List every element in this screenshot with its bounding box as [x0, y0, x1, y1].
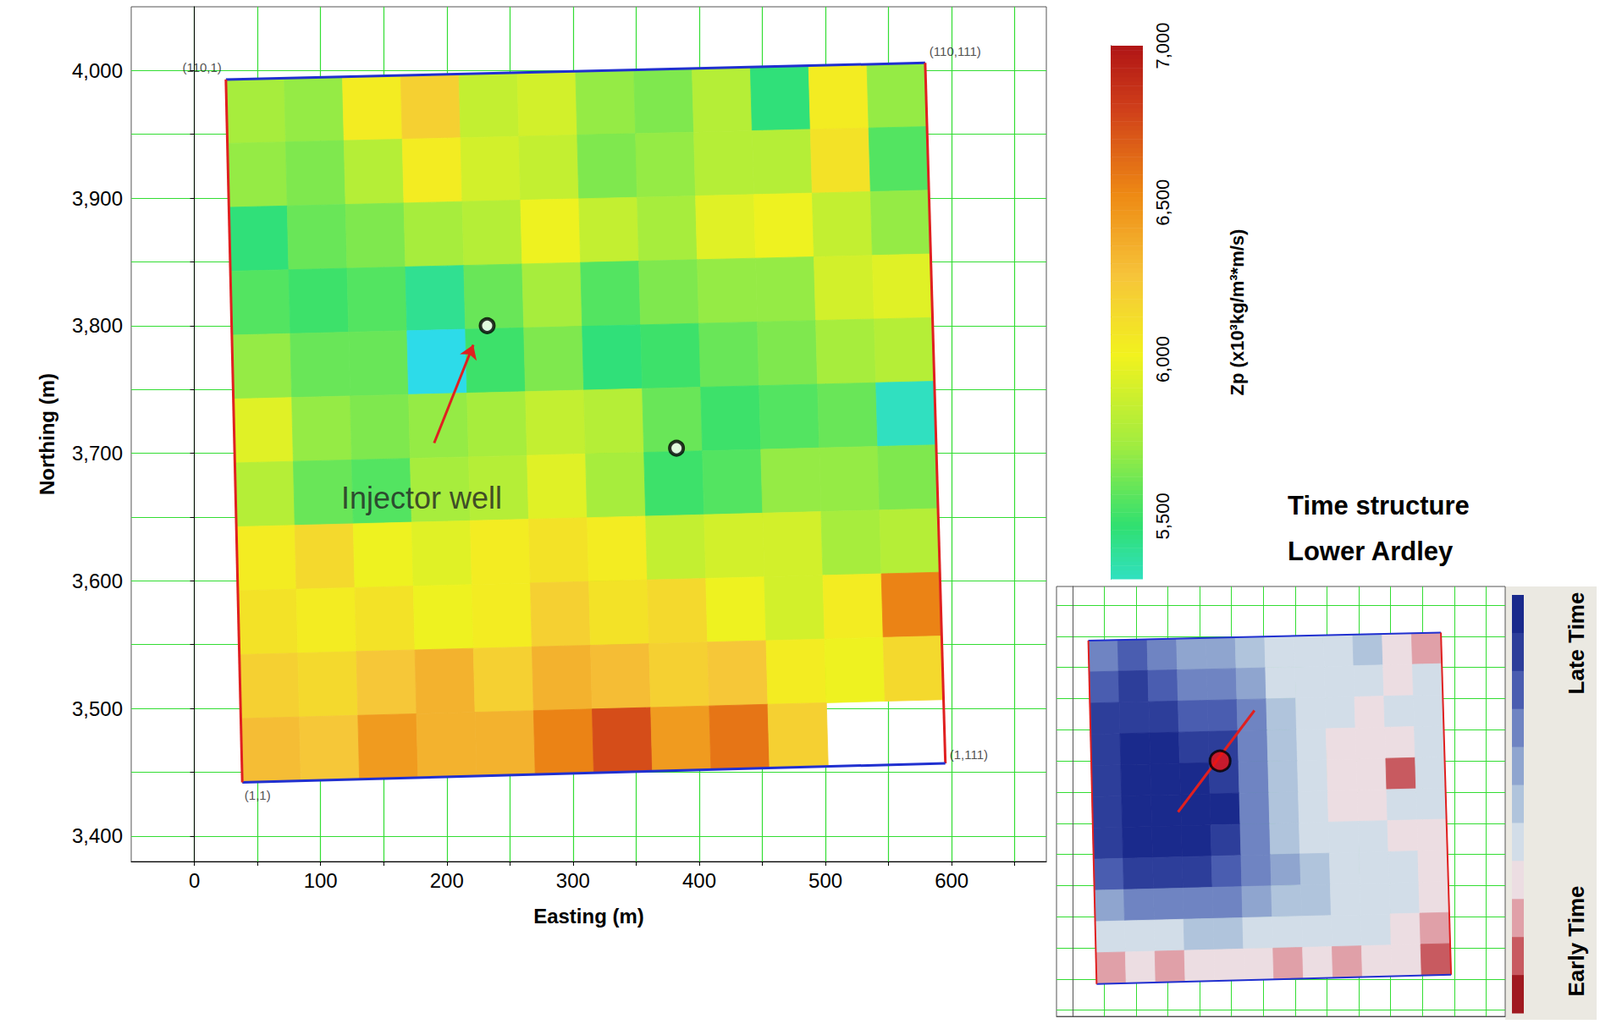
svg-text:4,000: 4,000	[71, 59, 123, 83]
svg-text:400: 400	[682, 869, 717, 893]
svg-text:500: 500	[808, 869, 843, 893]
svg-text:3,500: 3,500	[71, 697, 123, 721]
svg-text:Late Time: Late Time	[1563, 592, 1589, 696]
svg-text:3,600: 3,600	[71, 569, 123, 593]
svg-text:6,000: 6,000	[1152, 336, 1174, 383]
svg-text:Time structure: Time structure	[1287, 491, 1470, 521]
svg-text:5,500: 5,500	[1152, 492, 1174, 540]
svg-text:300: 300	[556, 869, 591, 893]
svg-text:(1,111): (1,111)	[949, 747, 988, 762]
svg-text:Easting (m): Easting (m)	[533, 904, 645, 928]
svg-text:Zp (x10³kg/m³*m/s): Zp (x10³kg/m³*m/s)	[1226, 229, 1248, 397]
svg-text:(110,1): (110,1)	[182, 60, 221, 75]
svg-text:3,400: 3,400	[71, 824, 123, 848]
svg-text:100: 100	[303, 869, 338, 893]
svg-text:3,700: 3,700	[71, 441, 123, 465]
svg-text:3,900: 3,900	[71, 187, 123, 210]
svg-text:0: 0	[188, 869, 200, 893]
svg-text:600: 600	[934, 869, 969, 893]
svg-text:Northing (m): Northing (m)	[35, 373, 59, 496]
svg-text:Injector well: Injector well	[341, 480, 503, 516]
svg-text:200: 200	[430, 869, 464, 893]
svg-text:6,500: 6,500	[1152, 179, 1174, 227]
svg-text:7,000: 7,000	[1152, 22, 1174, 69]
svg-text:3,800: 3,800	[71, 314, 123, 337]
svg-text:(1,1): (1,1)	[244, 788, 271, 803]
svg-text:(110,111): (110,111)	[929, 44, 982, 59]
svg-text:Early Time: Early Time	[1563, 885, 1589, 997]
svg-text:Lower Ardley: Lower Ardley	[1287, 536, 1454, 567]
